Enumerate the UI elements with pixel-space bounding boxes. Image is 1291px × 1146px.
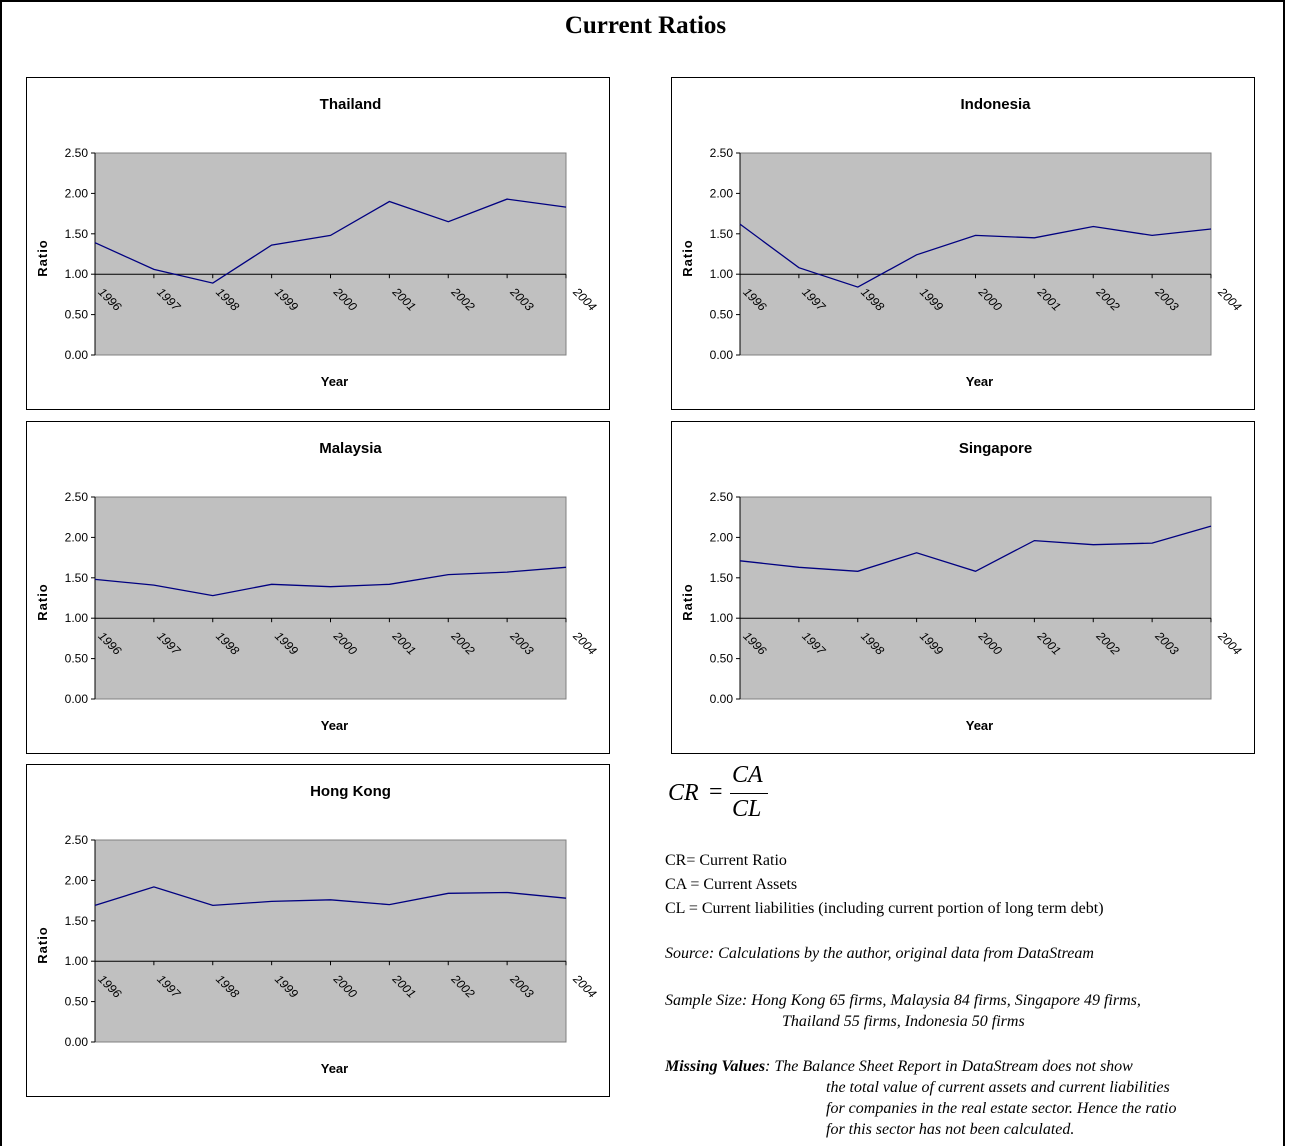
plot-area (739, 496, 1212, 700)
current-ratio-formula: CR = CA CL (668, 760, 808, 830)
chart-title: Malaysia (319, 440, 382, 457)
chart-indonesia: Indonesia 0.00 0.50 1.00 1.50 2.00 2.50 1996 199… (671, 77, 1255, 410)
chart-singapore: Singapore 0.00 0.50 1.00 1.50 2.00 2.50 1996 199… (671, 421, 1255, 754)
x-axis-label: Year (321, 1061, 348, 1076)
y-tick-label: 2.50 (65, 833, 89, 847)
y-axis-label: Ratio (35, 926, 50, 964)
y-tick-label: 2.00 (710, 186, 734, 200)
y-tick-label: 0.00 (710, 348, 734, 362)
definition-cl: CL = Current liabilities (including curr… (665, 900, 1104, 917)
y-tick-label: 1.50 (65, 571, 89, 585)
y-axis-label: Ratio (35, 239, 50, 277)
y-tick-label: 2.00 (65, 186, 89, 200)
y-tick-label: 0.00 (65, 1035, 89, 1049)
missing-values-line-2: the total value of current assets and cu… (826, 1079, 1170, 1096)
definition-ca: CA = Current Assets (665, 876, 798, 893)
chart-hong-kong: Hong Kong 0.00 0.50 1.00 1.50 2.00 2.50 1996 199… (26, 764, 610, 1097)
formula-lhs: CR (668, 780, 699, 806)
missing-values-text-1: : The Balance Sheet Report in DataStream… (765, 1058, 1133, 1075)
y-tick-label: 1.50 (65, 914, 89, 928)
chart-malaysia: Malaysia 0.00 0.50 1.00 1.50 2.00 2.50 1996 1997… (26, 421, 610, 754)
definition-cr: CR= Current Ratio (665, 852, 787, 869)
y-tick-label: 1.00 (710, 611, 734, 625)
sample-size-line-2: Thailand 55 firms, Indonesia 50 firms (782, 1013, 1025, 1030)
y-tick-label: 1.00 (65, 267, 89, 281)
x-axis-label: Year (966, 718, 993, 733)
y-tick-label: 2.00 (65, 873, 89, 887)
y-tick-label: 0.50 (65, 308, 89, 322)
y-tick-label: 2.50 (710, 146, 734, 160)
y-tick-label: 2.50 (65, 490, 89, 504)
y-tick-label: 0.50 (65, 652, 89, 666)
y-tick-label: 2.00 (65, 530, 89, 544)
y-tick-label: 1.00 (710, 267, 734, 281)
source-note: Source: Calculations by the author, orig… (665, 945, 1094, 962)
missing-values-label: Missing Values (665, 1058, 766, 1075)
x-axis-label: Year (966, 374, 993, 389)
y-tick-label: 1.00 (65, 611, 89, 625)
formula-fraction-bar (730, 793, 768, 794)
sample-size-line-1: Sample Size: Hong Kong 65 firms, Malaysi… (665, 992, 1141, 1009)
plot-area (739, 152, 1212, 356)
y-tick-label: 0.50 (710, 652, 734, 666)
y-tick-label: 0.50 (710, 308, 734, 322)
y-tick-label: 0.00 (65, 348, 89, 362)
x-axis-label: Year (321, 374, 348, 389)
formula-denominator: CL (732, 796, 762, 822)
chart-title: Thailand (320, 96, 382, 113)
y-axis-label: Ratio (680, 583, 695, 621)
y-axis-label: Ratio (680, 239, 695, 277)
y-tick-label: 0.00 (710, 692, 734, 706)
y-tick-label: 0.50 (65, 995, 89, 1009)
missing-values-line-1: Missing Values: The Balance Sheet Report… (665, 1058, 1133, 1076)
chart-title: Hong Kong (310, 783, 391, 800)
y-tick-label: 1.50 (65, 227, 89, 241)
plot-area (94, 152, 567, 356)
missing-values-line-3: for companies in the real estate sector.… (826, 1100, 1177, 1117)
page-title: Current Ratios (564, 12, 727, 39)
y-tick-label: 1.50 (710, 227, 734, 241)
chart-title: Singapore (959, 440, 1032, 457)
y-tick-label: 2.50 (65, 146, 89, 160)
chart-title: Indonesia (960, 96, 1031, 113)
y-tick-label: 1.50 (710, 571, 734, 585)
y-axis-label: Ratio (35, 583, 50, 621)
missing-values-line-4: for this sector has not been calculated. (826, 1121, 1075, 1138)
y-tick-label: 1.00 (65, 954, 89, 968)
y-tick-label: 0.00 (65, 692, 89, 706)
y-tick-label: 2.00 (710, 530, 734, 544)
plot-area (94, 496, 567, 700)
formula-equals: = (709, 779, 723, 805)
x-axis-label: Year (321, 718, 348, 733)
formula-numerator: CA (732, 762, 763, 788)
plot-area (94, 839, 567, 1043)
chart-thailand: Thailand 0.00 0.50 1.00 1.50 2.00 2.50 1996 1997… (26, 77, 610, 410)
y-tick-label: 2.50 (710, 490, 734, 504)
